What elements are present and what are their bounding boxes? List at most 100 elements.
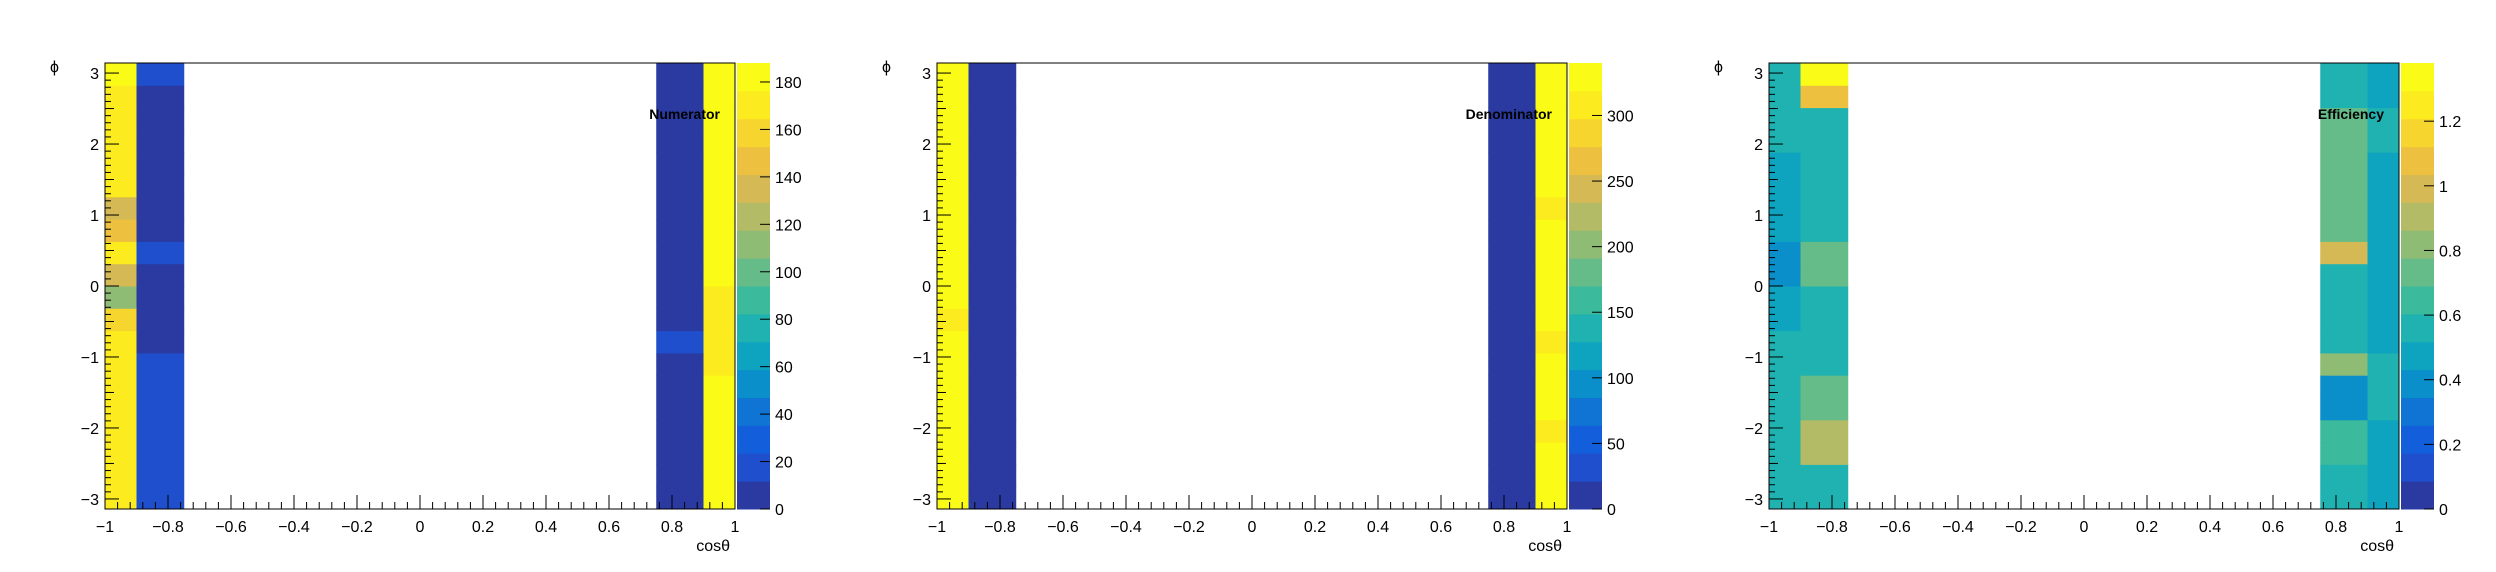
colorbar-tick-label: 60: [775, 360, 793, 377]
heatmap-cell: [937, 263, 969, 287]
heatmap-cell: [656, 107, 704, 131]
x-tick-label: −0.6: [1879, 519, 1911, 536]
heatmap-cell: [656, 174, 704, 198]
heatmap-cell: [1535, 397, 1568, 421]
heatmap-cell: [968, 308, 1017, 332]
x-tick-label: 0: [1248, 519, 1257, 536]
heatmap-cell: [1769, 263, 1801, 287]
heatmap-cell: [105, 219, 137, 242]
heatmap-cell: [136, 352, 185, 376]
heatmap-cell: [1800, 464, 1849, 488]
x-tick-label: 0.8: [661, 519, 683, 536]
heatmap-cell: [2320, 397, 2368, 421]
heatmap-cell: [703, 419, 736, 443]
heatmap-cell: [2320, 174, 2368, 198]
colorbar-band: [737, 230, 770, 259]
y-tick-label: 3: [1754, 66, 1763, 83]
heatmap-cell: [1800, 330, 1849, 354]
heatmap-cell: [2367, 85, 2400, 109]
heatmap-cell: [1488, 129, 1536, 153]
heatmap-cell: [1769, 330, 1801, 354]
colorbar-tick-label: 250: [1607, 174, 1634, 191]
heatmap-cell: [1535, 419, 1568, 443]
heatmap-cell: [1769, 397, 1801, 421]
colorbar-tick-label: 0: [775, 502, 784, 519]
heatmap-cell: [1488, 330, 1536, 354]
x-tick-label: 1: [731, 519, 740, 536]
heatmap-cell: [937, 464, 969, 488]
heatmap-cell: [1488, 352, 1536, 376]
efficiency-x-axis-label: cosθ: [2360, 538, 2394, 555]
colorbar-band: [737, 453, 770, 482]
colorbar-band: [737, 146, 770, 175]
y-tick-label: 3: [922, 66, 931, 83]
heatmap-cell: [656, 308, 704, 332]
colorbar-band: [2401, 202, 2434, 231]
heatmap-cell: [656, 286, 704, 309]
heatmap-cell: [1800, 107, 1849, 131]
heatmap-cell: [703, 152, 736, 175]
heatmap-cell: [703, 397, 736, 421]
heatmap-cell: [105, 308, 137, 332]
heatmap-cell: [2367, 196, 2400, 220]
colorbar-tick-label: 0.8: [2439, 243, 2461, 260]
x-tick-label: −1: [1760, 519, 1778, 536]
x-tick-label: −0.8: [984, 519, 1016, 536]
x-tick-label: 0.2: [1304, 519, 1326, 536]
colorbar-tick-label: 100: [1607, 371, 1634, 388]
heatmap-cell: [1800, 85, 1849, 109]
heatmap-cell: [2367, 352, 2400, 376]
colorbar-band: [1569, 286, 1602, 315]
colorbar-band: [2401, 230, 2434, 259]
x-tick-label: 0.8: [2325, 519, 2347, 536]
plot-frame: [104, 62, 736, 510]
denominator-panel: −1 −0.8 −0.6 −0.4 −0.2 0 0.2 0.4 0.6 0.8 1 −3 −2 −1 0 1…: [832, 0, 1664, 572]
heatmap-cell: [2367, 464, 2400, 488]
colorbar-band: [2401, 397, 2434, 426]
y-tick-label: 2: [1754, 137, 1763, 154]
x-tick-label: 0.4: [535, 519, 557, 536]
heatmap-cell: [1800, 129, 1849, 153]
colorbar-band: [737, 63, 770, 92]
heatmap-cell: [703, 308, 736, 332]
heatmap-cell: [105, 174, 137, 198]
colorbar-band: [737, 202, 770, 231]
heatmap-cell: [1535, 196, 1568, 220]
heatmap-cell: [656, 397, 704, 421]
colorbar-band: [1569, 174, 1602, 203]
heatmap-cell: [1800, 308, 1849, 332]
heatmap-cell: [656, 375, 704, 398]
heatmap-cell: [968, 196, 1017, 220]
colorbar-band: [1569, 425, 1602, 454]
heatmap-cell: [1535, 219, 1568, 242]
heatmap-cell: [656, 330, 704, 354]
colorbar-tick-label: 160: [775, 122, 802, 139]
heatmap-cell: [2367, 107, 2400, 131]
heatmap-cell: [703, 241, 736, 265]
heatmap-cell: [2367, 419, 2400, 443]
colorbar-tick-label: 80: [775, 312, 793, 329]
heatmap-cell: [1488, 174, 1536, 198]
heatmap-cell: [2367, 263, 2400, 287]
heatmap-cell: [1535, 286, 1568, 309]
heatmap-cell: [937, 486, 969, 510]
heatmap-cell: [1488, 196, 1536, 220]
x-tick-label: 0.2: [472, 519, 494, 536]
heatmap-cell: [1488, 286, 1536, 309]
heatmap-cell: [136, 129, 185, 153]
heatmap-cell: [2367, 308, 2400, 332]
colorbar-tick-label: 140: [775, 170, 802, 187]
heatmap-cell: [2367, 241, 2400, 265]
colorbar-band: [2401, 481, 2434, 510]
x-tick-label: −0.2: [341, 519, 373, 536]
heatmap-cell: [2367, 286, 2400, 309]
heatmap-cell: [1769, 85, 1801, 109]
heatmap-cell: [1488, 442, 1536, 465]
heatmap-cell: [2367, 129, 2400, 153]
heatmap-cell: [105, 63, 137, 86]
heatmap-cell: [656, 442, 704, 465]
heatmap-cell: [1800, 397, 1849, 421]
heatmap-cell: [703, 196, 736, 220]
numerator-title: Numerator: [649, 106, 720, 122]
heatmap-cell: [2320, 263, 2368, 287]
